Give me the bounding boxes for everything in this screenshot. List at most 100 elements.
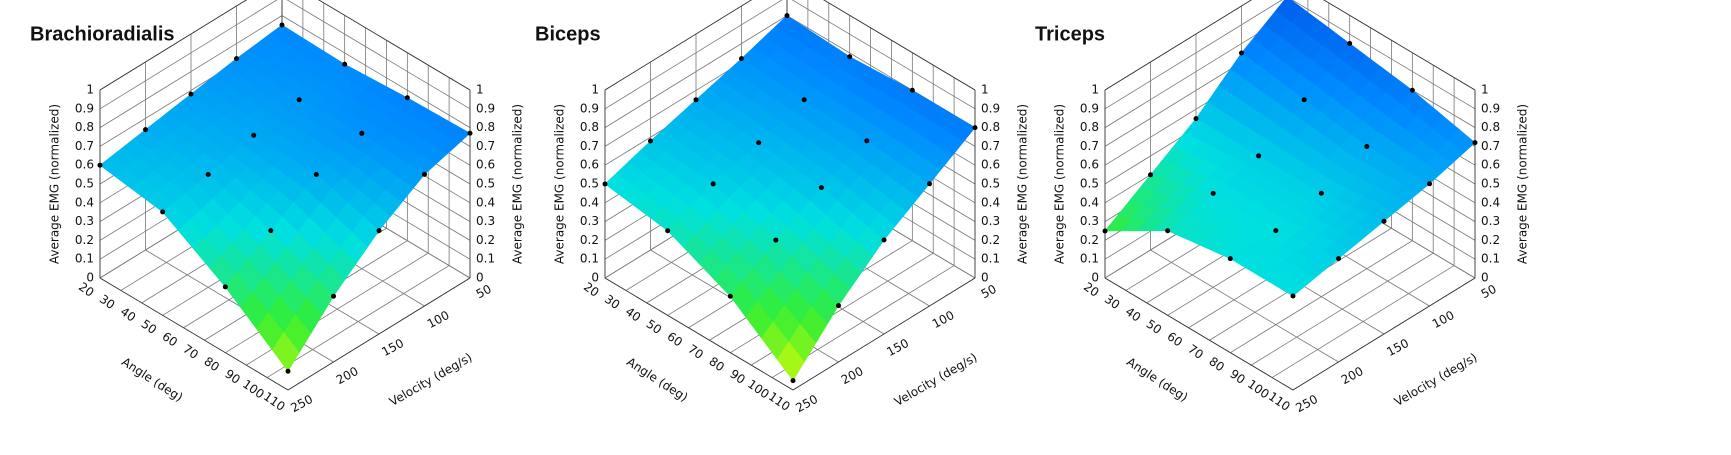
z-tick-label: 0 (981, 271, 989, 285)
data-point (296, 97, 302, 103)
z-tick-label: 0.7 (1481, 139, 1500, 153)
data-point (909, 87, 915, 93)
z-tick-label: 0.3 (1481, 214, 1500, 228)
z-tick-label: 0.2 (580, 233, 599, 247)
z-tick-label: 0.4 (981, 195, 1000, 209)
z-tick-label: 0 (1481, 271, 1489, 285)
z-tick-label: 0.9 (476, 101, 495, 115)
data-point (1273, 228, 1279, 234)
data-point (1256, 153, 1262, 159)
z-tick-label: 0.5 (75, 177, 94, 191)
z-tick-label: 1 (1091, 83, 1099, 97)
data-point (1301, 97, 1307, 103)
y-tick-label: 150 (884, 336, 911, 359)
y-tick-label: 150 (1384, 336, 1411, 359)
x-tick-label: 110 (261, 389, 288, 414)
y-tick-label: 200 (1339, 364, 1366, 387)
y-axis-title: Velocity (deg/s) (1392, 350, 1480, 409)
data-point (773, 237, 779, 243)
z-tick-label: 1 (1481, 83, 1489, 97)
data-point (864, 138, 870, 144)
data-point (881, 237, 887, 243)
z-tick-label: 0.6 (476, 158, 495, 172)
z-tick-label: 0.3 (75, 214, 94, 228)
z-tick-label: 0.4 (1481, 195, 1500, 209)
x-tick-label: 60 (665, 329, 686, 349)
z-tick-label: 0.9 (75, 101, 94, 115)
data-point (376, 228, 382, 234)
data-point (222, 284, 228, 290)
x-tick-label: 110 (766, 389, 793, 414)
x-tick-label: 70 (1185, 342, 1206, 362)
z-axis-title: Average EMG (normalized) (48, 104, 62, 264)
data-point (1318, 190, 1324, 196)
x-axis-title: Angle (deg) (1124, 355, 1190, 405)
axis-line (99, 0, 248, 91)
z-tick-label: 0.1 (75, 252, 94, 266)
data-point (756, 140, 762, 146)
data-point (1148, 172, 1153, 178)
axis-line (823, 0, 976, 91)
y-tick-label: 250 (793, 392, 820, 415)
x-tick-label: 50 (1144, 317, 1165, 337)
chart-panel: Biceps 0 0 0.1 0.1 0.2 0.2 0.3 0.3 0.4 0.4 0.5 0.5 0.… (535, 0, 1030, 415)
z-tick-label: 0.4 (1080, 195, 1099, 209)
data-point (1381, 218, 1387, 224)
data-point (97, 162, 103, 168)
data-point (602, 181, 608, 187)
data-point (251, 132, 257, 138)
data-point (818, 185, 824, 191)
chart-panel: Brachioradialis 0 0 0.1 0.1 0.2 0.2 0.3 0.3 0.4 0.… (30, 0, 525, 415)
z-tick-label: 1 (86, 83, 94, 97)
data-point (1165, 228, 1171, 234)
data-point (1102, 228, 1108, 234)
data-point (836, 303, 841, 309)
z-tick-label: 1 (981, 83, 989, 97)
data-point (801, 97, 807, 103)
x-tick-label: 90 (222, 367, 243, 387)
x-tick-label: 40 (1123, 304, 1144, 324)
z-tick-label: 0.8 (75, 120, 94, 134)
data-point (1409, 87, 1415, 93)
z-tick-label: 0 (1091, 271, 1099, 285)
chart-title: Triceps (1035, 23, 1105, 45)
z-tick-label: 0.3 (580, 214, 599, 228)
axis-line (604, 277, 794, 391)
z-tick-label: 0.6 (981, 158, 1000, 172)
data-point (1427, 181, 1432, 187)
z-tick-label: 0.9 (1080, 101, 1099, 115)
data-point (927, 181, 932, 187)
z-tick-label: 0 (476, 271, 484, 285)
data-point (1239, 50, 1244, 56)
z-tick-label: 0.5 (1481, 177, 1500, 191)
z-tick-label: 0.7 (75, 139, 94, 153)
x-tick-label: 30 (1102, 292, 1123, 312)
z-tick-label: 1 (476, 83, 484, 97)
x-tick-label: 50 (644, 317, 665, 337)
z-tick-label: 0.7 (580, 139, 599, 153)
z-tick-label: 0.7 (981, 139, 1000, 153)
z-axis-title: Average EMG (normalized) (1053, 104, 1067, 264)
data-point (1193, 116, 1199, 122)
z-tick-label: 0.8 (580, 120, 599, 134)
z-tick-label: 0.3 (981, 214, 1000, 228)
y-tick-label: 250 (1293, 392, 1320, 415)
data-point (972, 125, 978, 131)
z-tick-label: 0.6 (75, 158, 94, 172)
axis-line (318, 0, 471, 91)
z-tick-label: 0.1 (1080, 252, 1099, 266)
x-tick-label: 40 (118, 304, 139, 324)
z-tick-label: 0.8 (476, 120, 495, 134)
data-point (422, 171, 427, 177)
z-tick-label: 0 (86, 271, 94, 285)
y-tick-label: 200 (334, 364, 361, 387)
z-tick-label: 0.6 (580, 158, 599, 172)
x-tick-label: 40 (623, 304, 644, 324)
y-tick-label: 250 (288, 392, 315, 415)
x-tick-label: 30 (97, 292, 118, 312)
z-tick-label: 0.6 (1481, 158, 1500, 172)
x-tick-label: 70 (685, 342, 706, 362)
axis-line (287, 277, 471, 391)
chart-panel: Triceps 0 0 0.1 0.1 0.2 0.2 0.3 0.3 0.4 0.4 0.5 0.5 0… (1035, 0, 1530, 415)
